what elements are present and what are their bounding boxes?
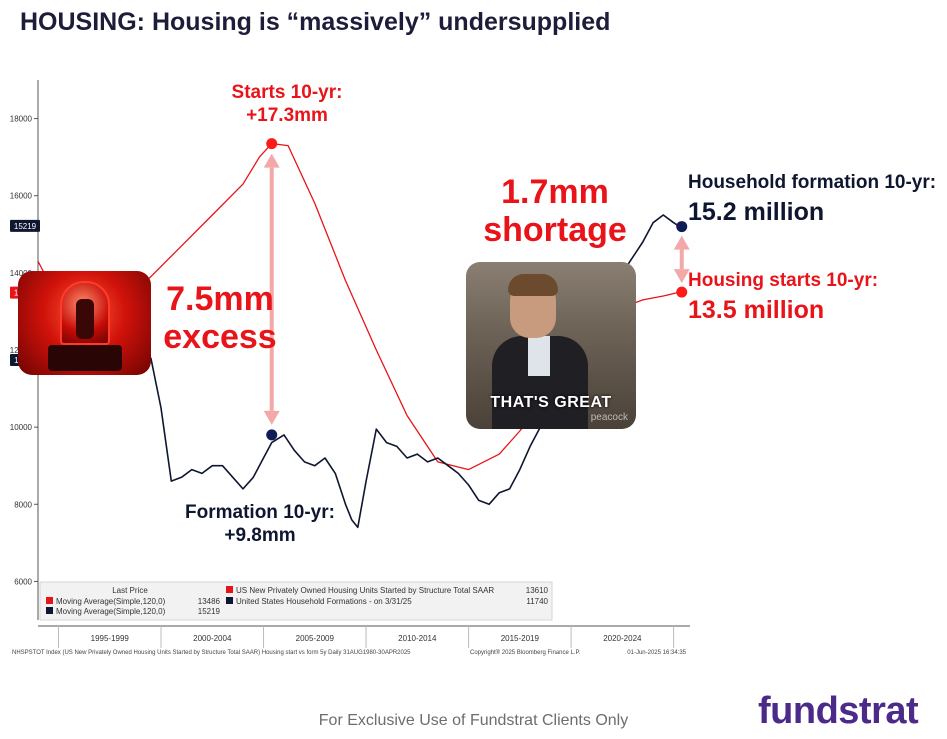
excess-double-arrow <box>263 153 280 425</box>
legend-box <box>39 581 553 621</box>
gif-watermark: peacock <box>590 412 628 423</box>
y-tick-label: 16000 <box>10 192 33 201</box>
reaction-gif-image: THAT'S GREAT peacock <box>466 262 636 429</box>
copyright-line: Copyright® 2025 Bloomberg Finance L.P. <box>470 649 581 656</box>
chart-points <box>266 138 688 441</box>
household-formation-value: 15.2 million <box>688 198 825 226</box>
housing-starts-point <box>676 286 688 298</box>
household-formation-label: Household formation 10-yr: <box>688 172 937 193</box>
arrow-head-down <box>263 410 280 425</box>
legend-header: Last Price <box>112 586 148 595</box>
shortage-annotation: 1.7mm shortage <box>470 173 640 249</box>
household-formation-point <box>676 221 688 233</box>
household-formation-annotation: Household formation 10-yr: 15.2 million <box>688 172 936 227</box>
housing-starts-label: Housing starts 10-yr: <box>688 270 879 291</box>
starts-annotation: Starts 10-yr: +17.3mm <box>228 82 346 127</box>
person-hair <box>508 274 558 296</box>
siren-alarm-image <box>18 271 151 375</box>
legend-swatch <box>226 586 233 593</box>
housing-starts-value: 13.5 million <box>688 296 825 324</box>
fundstrat-logo: fundstrat <box>758 690 919 732</box>
page-title: HOUSING: Housing is “massively” undersup… <box>20 8 611 36</box>
axis-value-badge-label: 15219 <box>14 222 37 231</box>
source-line: NHSPSTOT Index (US New Privately Owned H… <box>12 650 411 656</box>
x-tick-label: 2000-2004 <box>193 634 232 643</box>
arrow-head-down <box>673 269 690 284</box>
shortage-annotation-word: shortage <box>483 211 627 250</box>
x-tick-label: 2005-2009 <box>296 634 335 643</box>
legend-entry-label: US New Privately Owned Housing Units Sta… <box>236 586 494 595</box>
timestamp-line: 01-Jun-2025 16:34:35 <box>627 650 686 656</box>
x-tick-label: 1995-1999 <box>91 634 130 643</box>
starts-annotation-label: Starts 10-yr: <box>231 82 343 103</box>
y-tick-label: 10000 <box>10 423 33 432</box>
siren-core <box>76 299 94 339</box>
legend-swatch <box>46 597 53 604</box>
footer-disclaimer: For Exclusive Use of Fundstrat Clients O… <box>318 712 629 729</box>
y-tick-label: 14000 <box>10 269 33 278</box>
person-figure <box>492 274 588 429</box>
chart-arrows <box>263 153 690 425</box>
gif-caption: THAT'S GREAT <box>490 394 612 411</box>
x-tick-label: 2010-2014 <box>398 634 437 643</box>
chart-legend: Last Price Moving Average(Simple,120,0) 13… <box>39 581 553 621</box>
legend-swatch <box>46 607 53 614</box>
formation-annotation-label: Formation 10-yr: <box>185 502 335 523</box>
legend-swatch <box>226 597 233 604</box>
legend-entry-value: 11740 <box>526 597 548 606</box>
chart-source-line: NHSPSTOT Index (US New Privately Owned H… <box>12 649 687 656</box>
legend-entry-label: Moving Average(Simple,120,0) <box>56 607 166 616</box>
siren-base <box>48 345 122 371</box>
arrow-head-up <box>263 153 280 168</box>
housing-starts-point <box>266 138 278 150</box>
shortage-annotation-value: 1.7mm <box>501 173 609 211</box>
y-tick-label: 6000 <box>14 577 32 586</box>
chart-area: 6000800010000120001400016000180001995-19… <box>10 80 690 656</box>
household-formation-point <box>266 429 278 441</box>
starts-annotation-value: +17.3mm <box>246 105 328 127</box>
shortage-double-arrow <box>673 235 690 284</box>
formation-annotation: Formation 10-yr: +9.8mm <box>182 502 338 547</box>
arrow-head-up <box>673 235 690 250</box>
legend-entry-label: Moving Average(Simple,120,0) <box>56 597 166 606</box>
axis-value-badge <box>10 219 40 232</box>
legend-entry-value: 13610 <box>526 586 549 595</box>
y-tick-label: 8000 <box>14 500 32 509</box>
excess-annotation-word: excess <box>163 318 277 357</box>
formation-annotation-value: +9.8mm <box>224 525 296 547</box>
housing-starts-annotation: Housing starts 10-yr: 13.5 million <box>688 270 878 325</box>
person-shirt <box>528 336 550 376</box>
legend-entry-value: 13486 <box>198 597 221 606</box>
legend-entry-label: United States Household Formations - on … <box>236 597 412 606</box>
excess-annotation-value: 7.5mm <box>166 280 274 318</box>
y-tick-label: 18000 <box>10 115 33 124</box>
x-tick-label: 2015-2019 <box>501 634 540 643</box>
excess-annotation: 7.5mm excess <box>150 280 290 356</box>
legend-entry-value: 15219 <box>198 607 221 616</box>
x-tick-label: 2020-2024 <box>603 634 642 643</box>
